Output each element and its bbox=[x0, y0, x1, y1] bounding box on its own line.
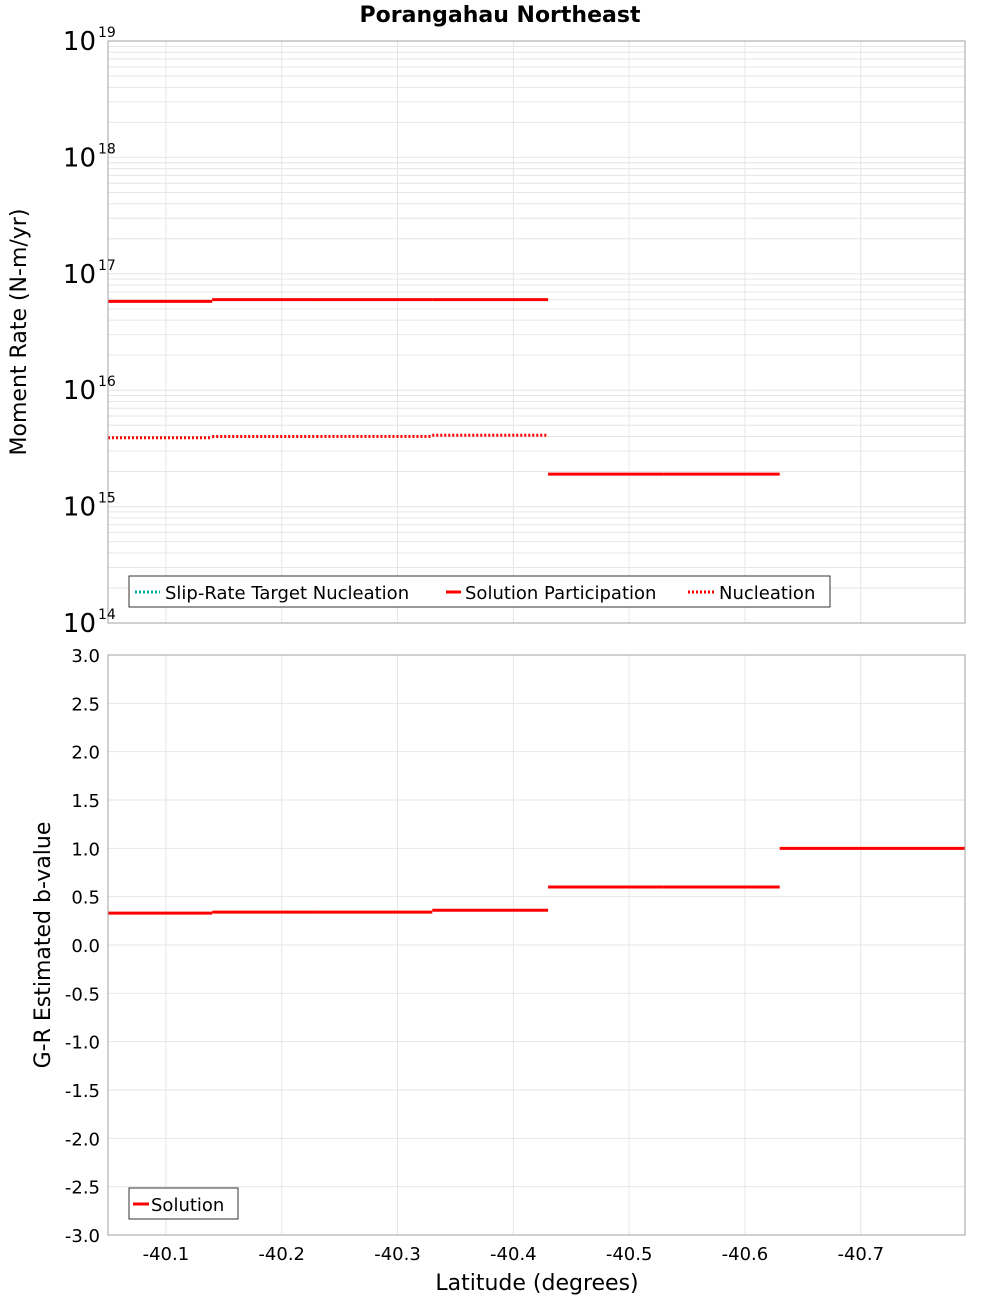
moment-rate-y-label: Moment Rate (N-m/yr) bbox=[7, 209, 32, 456]
y-tick-label: 10 bbox=[63, 493, 96, 523]
y-tick-label: 1.5 bbox=[71, 791, 100, 812]
legend-nucleation-label: Nucleation bbox=[719, 583, 815, 604]
legend-target-label: Slip-Rate Target Nucleation bbox=[165, 583, 409, 604]
y-tick-exponent: 19 bbox=[98, 25, 116, 41]
y-tick-label: -1.5 bbox=[65, 1081, 100, 1102]
x-tick-label: -40.4 bbox=[490, 1244, 537, 1265]
y-tick-label: 10 bbox=[63, 27, 96, 57]
b-value-y-label: G-R Estimated b-value bbox=[31, 822, 56, 1069]
x-tick-label: -40.6 bbox=[722, 1244, 769, 1265]
moment-rate-grid bbox=[108, 41, 965, 624]
x-tick-label: -40.7 bbox=[837, 1244, 884, 1265]
b-value-frame bbox=[107, 654, 966, 1236]
moment-rate-series bbox=[108, 298, 780, 476]
y-tick-exponent: 16 bbox=[98, 374, 116, 390]
y-tick-label: -3.0 bbox=[65, 1226, 100, 1247]
y-tick-label: -2.5 bbox=[65, 1178, 100, 1199]
moment-rate-legend: Slip-Rate Target Nucleation Solution Par… bbox=[128, 575, 831, 608]
y-tick-label: 1.0 bbox=[71, 839, 100, 860]
b-value-panel: 3.0 2.5 2.0 1.5 1.0 0.5 0.0 -0.5 -1.0 -1.5 -2.0 -2.… bbox=[31, 646, 966, 1247]
y-tick-label: -2.0 bbox=[65, 1129, 100, 1150]
y-tick-label: 10 bbox=[63, 143, 96, 173]
legend-participation-label: Solution Participation bbox=[465, 583, 656, 604]
x-axis-label: Latitude (degrees) bbox=[435, 1271, 638, 1296]
legend-solution-label: Solution bbox=[151, 1195, 224, 1216]
x-axis-ticks: -40.1 -40.2 -40.3 -40.4 -40.5 -40.6 -40.7 bbox=[143, 1244, 884, 1265]
y-tick-exponent: 15 bbox=[98, 491, 116, 507]
y-tick-exponent: 14 bbox=[98, 607, 116, 623]
y-tick-exponent: 18 bbox=[98, 141, 116, 157]
y-tick-exponent: 17 bbox=[98, 258, 116, 274]
b-value-legend: Solution bbox=[128, 1187, 239, 1220]
y-tick-label: 0.5 bbox=[71, 888, 100, 909]
b-value-y-ticks: 3.0 2.5 2.0 1.5 1.0 0.5 0.0 -0.5 -1.0 -1.5 -2.0 -2.… bbox=[65, 646, 100, 1247]
b-value-series bbox=[108, 846, 965, 915]
y-tick-label: -1.0 bbox=[65, 1033, 100, 1054]
x-tick-label: -40.1 bbox=[143, 1244, 190, 1265]
moment-rate-frame bbox=[107, 40, 966, 624]
x-tick-label: -40.5 bbox=[606, 1244, 653, 1265]
y-tick-label: 0.0 bbox=[71, 936, 100, 957]
y-tick-label: 2.5 bbox=[71, 694, 100, 715]
y-tick-label: -0.5 bbox=[65, 984, 100, 1005]
chart-title: Porangahau Northeast bbox=[360, 3, 641, 28]
y-tick-label: 10 bbox=[63, 260, 96, 290]
y-tick-label: 10 bbox=[63, 609, 96, 639]
y-tick-label: 10 bbox=[63, 376, 96, 406]
x-tick-label: -40.2 bbox=[258, 1244, 305, 1265]
b-value-grid bbox=[108, 654, 965, 1236]
y-tick-label: 3.0 bbox=[71, 646, 100, 667]
x-tick-label: -40.3 bbox=[374, 1244, 421, 1265]
y-tick-label: 2.0 bbox=[71, 743, 100, 764]
